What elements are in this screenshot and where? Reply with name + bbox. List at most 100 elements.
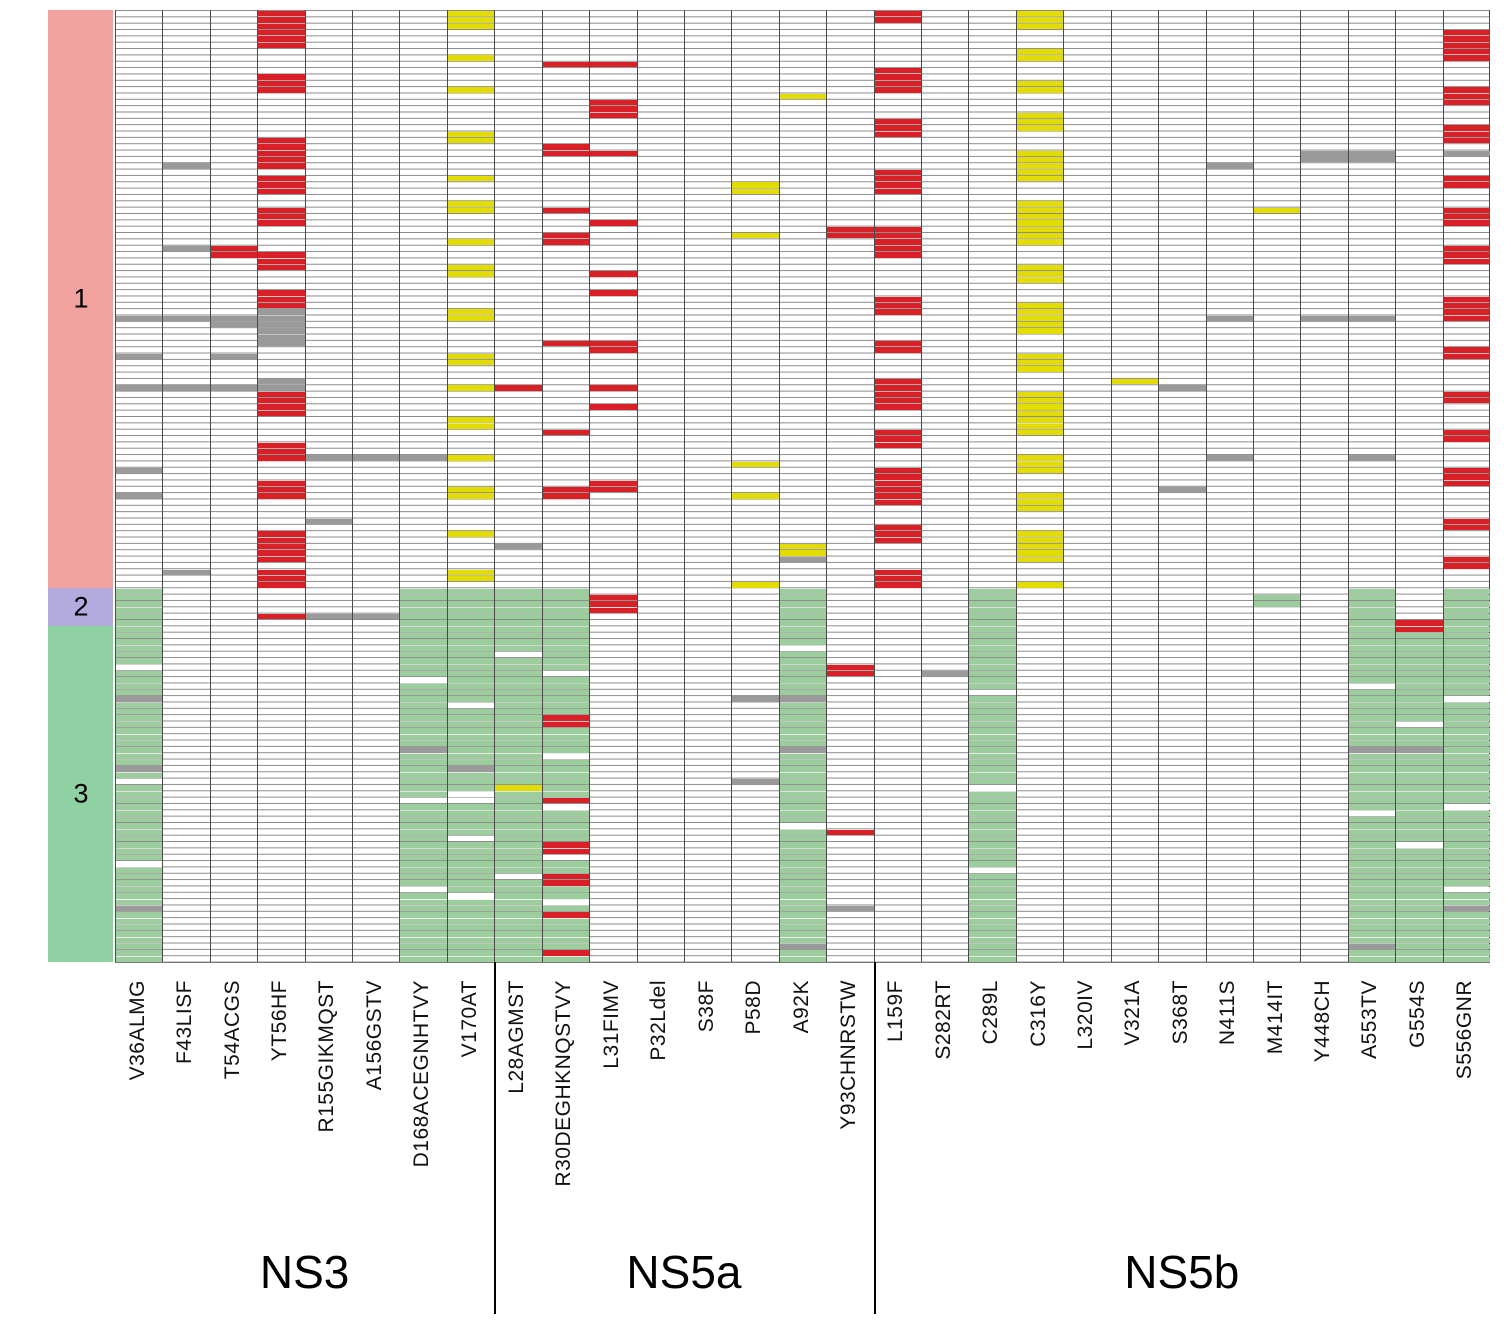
heatmap-cell-green xyxy=(495,601,542,607)
heatmap-cell-green xyxy=(1348,671,1396,677)
heatmap-cell-yellow xyxy=(1016,309,1064,315)
heatmap-cell-red xyxy=(874,302,922,309)
heatmap-cell-red xyxy=(258,582,305,588)
heatmap-cell-red xyxy=(874,404,922,410)
heatmap-cell-red xyxy=(258,613,305,620)
heatmap-cell-green xyxy=(447,861,495,867)
heatmap-cell-red xyxy=(874,487,922,493)
heatmap-cell-green xyxy=(447,671,495,677)
heatmap-cell-green xyxy=(969,899,1016,905)
grid-column-line xyxy=(589,10,591,962)
heatmap-cell-yellow xyxy=(1016,125,1064,131)
heatmap-cell-yellow xyxy=(1016,582,1064,588)
heatmap-grid xyxy=(115,10,1490,963)
heatmap-cell-green xyxy=(1348,791,1396,797)
heatmap-cell-green xyxy=(495,893,542,899)
heatmap-cell-green xyxy=(969,721,1016,728)
heatmap-cell-white xyxy=(447,791,495,797)
heatmap-cell-red xyxy=(590,150,637,156)
heatmap-cell-red xyxy=(1443,563,1490,569)
heatmap-cell-yellow xyxy=(1016,277,1064,283)
heatmap-cell-green xyxy=(969,696,1016,702)
heatmap-cell-green xyxy=(1348,677,1396,683)
heatmap-cell-red xyxy=(258,442,305,448)
heatmap-cell-yellow xyxy=(1016,163,1064,169)
heatmap-cell-red xyxy=(1443,87,1490,93)
heatmap-cell-green xyxy=(969,880,1016,886)
heatmap-cell-yellow xyxy=(495,785,542,791)
heatmap-cell-green xyxy=(969,734,1016,740)
heatmap-cell-red xyxy=(874,239,922,245)
heatmap-cell-green xyxy=(779,956,827,962)
heatmap-cell-gray xyxy=(495,544,542,550)
heatmap-cell-green xyxy=(1396,759,1443,766)
heatmap-cell-green xyxy=(1348,594,1396,601)
heatmap-cell-green xyxy=(400,734,447,740)
heatmap-cell-green xyxy=(447,696,495,702)
heatmap-cell-green xyxy=(969,607,1016,613)
heatmap-cell-green xyxy=(400,639,447,645)
heatmap-cell-green xyxy=(1443,639,1490,645)
heatmap-cell-green xyxy=(1396,950,1443,956)
heatmap-cell-green xyxy=(116,690,163,696)
column-label-D168ACEGNHTVY: D168ACEGNHTVY xyxy=(410,980,434,1168)
heatmap-cell-red xyxy=(1443,182,1490,188)
heatmap-cell-red xyxy=(258,42,305,49)
heatmap-cell-gray xyxy=(400,747,447,753)
heatmap-cell-green xyxy=(400,721,447,728)
heatmap-cell-green xyxy=(447,931,495,937)
heatmap-cell-green xyxy=(779,791,827,797)
gene-label-ns5a: NS5a xyxy=(626,1246,742,1298)
heatmap-cell-yellow xyxy=(447,264,495,271)
heatmap-cell-red xyxy=(258,302,305,309)
heatmap-cell-red xyxy=(874,480,922,486)
heatmap-cell-green xyxy=(779,594,827,601)
heatmap-cell-green xyxy=(447,759,495,766)
heatmap-cell-yellow xyxy=(1253,207,1301,214)
heatmap-cell-green xyxy=(1348,956,1396,962)
heatmap-cell-green xyxy=(1443,937,1490,943)
heatmap-cell-green xyxy=(116,918,163,924)
heatmap-cell-green xyxy=(1253,594,1301,601)
heatmap-cell-green xyxy=(495,924,542,931)
heatmap-cell-gray xyxy=(116,493,163,499)
heatmap-cell-green xyxy=(447,912,495,918)
heatmap-cell-green xyxy=(1348,664,1396,671)
heatmap-cell-green xyxy=(1443,658,1490,664)
heatmap-cell-red xyxy=(874,499,922,506)
heatmap-cell-green xyxy=(447,734,495,740)
heatmap-cell-red xyxy=(1443,30,1490,36)
heatmap-cell-green xyxy=(969,886,1016,893)
heatmap-cell-white xyxy=(542,804,590,810)
heatmap-cell-green xyxy=(447,899,495,905)
heatmap-cell-green xyxy=(116,817,163,823)
heatmap-cell-red xyxy=(1443,309,1490,315)
heatmap-cell-yellow xyxy=(1016,499,1064,506)
heatmap-cell-green xyxy=(116,772,163,778)
heatmap-cell-green xyxy=(447,804,495,810)
heatmap-cell-gray xyxy=(1443,905,1490,912)
heatmap-cell-green xyxy=(1443,848,1490,855)
heatmap-cell-green xyxy=(1348,728,1396,734)
heatmap-cell-red xyxy=(1443,214,1490,220)
heatmap-cell-green xyxy=(542,683,590,690)
heatmap-cell-green xyxy=(495,613,542,620)
heatmap-cell-yellow xyxy=(1016,176,1064,182)
heatmap-cell-green xyxy=(542,867,590,874)
heatmap-cell-green xyxy=(779,683,827,690)
heatmap-cell-green xyxy=(495,639,542,645)
heatmap-cell-green xyxy=(1253,601,1301,607)
heatmap-cell-green xyxy=(1443,728,1490,734)
heatmap-cell-green xyxy=(969,791,1016,797)
heatmap-cell-green xyxy=(969,620,1016,626)
heatmap-cell-green xyxy=(400,905,447,912)
gene-separator-ns5a-ns5b xyxy=(873,962,876,1314)
heatmap-cell-green xyxy=(779,861,827,867)
heatmap-cell-green xyxy=(542,613,590,620)
heatmap-cell-red xyxy=(542,144,590,150)
heatmap-cell-green xyxy=(447,632,495,639)
heatmap-cell-green xyxy=(969,709,1016,715)
heatmap-cell-green xyxy=(495,931,542,937)
heatmap-cell-red xyxy=(874,582,922,588)
heatmap-cell-green xyxy=(1348,842,1396,848)
